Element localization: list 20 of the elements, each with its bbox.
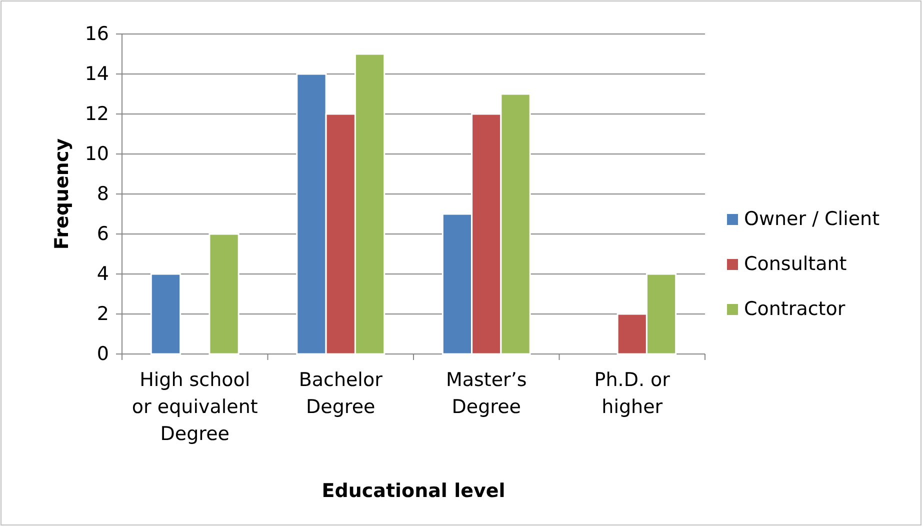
bar	[208, 233, 240, 355]
x-tick-label: High school or equivalent Degree	[132, 369, 258, 445]
y-tick-label: 2	[96, 303, 109, 326]
y-axis-title: Frequency	[51, 138, 73, 250]
legend-label: Consultant	[744, 253, 847, 275]
bar	[150, 273, 182, 355]
y-tick-label: 16	[84, 23, 109, 46]
y-tick-label: 8	[96, 183, 109, 206]
x-tick-label: Master’s Degree	[446, 369, 527, 418]
y-tick-label: 14	[84, 63, 109, 86]
y-tick-label: 6	[96, 223, 109, 246]
x-axis-title: Educational level	[322, 480, 506, 502]
legend-label: Contractor	[744, 298, 846, 320]
y-tick-label: 10	[84, 143, 109, 166]
y-tick-label: 12	[84, 103, 109, 126]
y-tick-label: 4	[96, 263, 109, 286]
y-tick-label: 0	[96, 343, 109, 366]
x-tick-label: Bachelor Degree	[298, 369, 383, 418]
x-tick-label: Ph.D. or higher	[594, 369, 670, 418]
legend-label: Owner / Client	[744, 208, 880, 230]
